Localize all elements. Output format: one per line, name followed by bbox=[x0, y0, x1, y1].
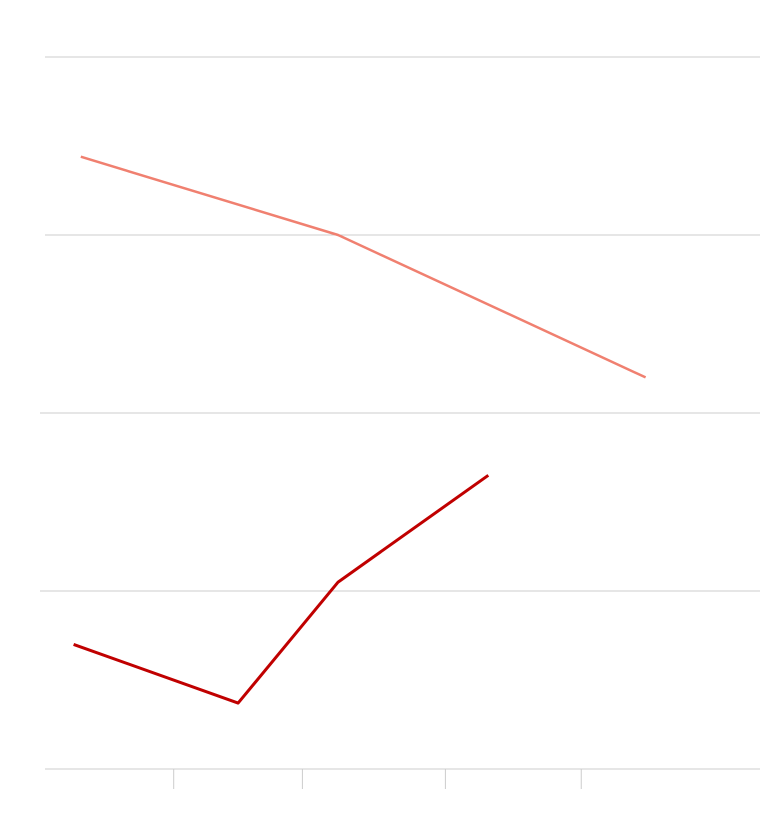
series-line-2 bbox=[73, 474, 490, 705]
series-line-1 bbox=[80, 155, 647, 379]
gridlines bbox=[40, 56, 760, 770]
series-lines bbox=[73, 155, 647, 705]
x-axis-ticks bbox=[173, 769, 582, 789]
